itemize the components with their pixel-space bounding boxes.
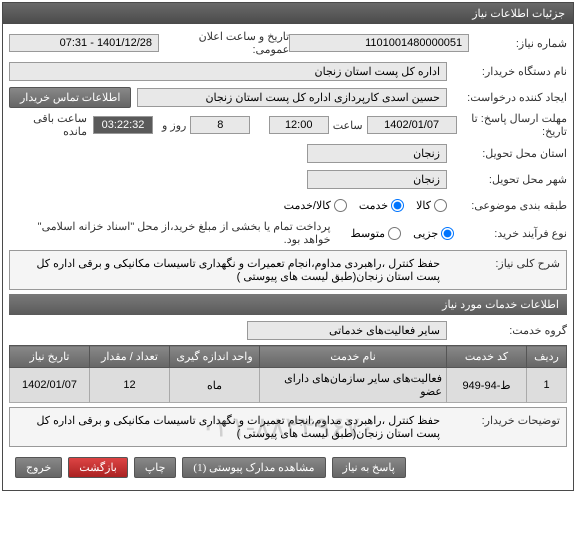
radio-both-input[interactable] [334, 199, 347, 212]
day-label: روز و [153, 119, 190, 132]
radio-service[interactable]: خدمت [359, 199, 404, 212]
td-date: 1402/01/07 [10, 368, 90, 403]
radio-goods[interactable]: کالا [416, 199, 447, 212]
respond-button[interactable]: پاسخ به نیاز [332, 457, 406, 478]
desc-label: شرح کلی نیاز: [440, 257, 560, 283]
services-table: ردیف کد خدمت نام خدمت واحد اندازه گیری ت… [9, 345, 567, 403]
radio-service-input[interactable] [391, 199, 404, 212]
requester-value: حسین اسدی کارپردازی اداره کل پست استان ز… [137, 88, 447, 107]
svc-group-value: سایر فعالیت‌های خدماتی [247, 321, 447, 340]
exit-button[interactable]: خروج [15, 457, 62, 478]
process-label: نوع فرآیند خرید: [454, 227, 567, 240]
group-label: طبقه بندی موضوعی: [447, 199, 567, 212]
radio-medium-input[interactable] [388, 227, 401, 240]
print-button[interactable]: چاپ [134, 457, 177, 478]
row-svc-group: گروه خدمت: سایر فعالیت‌های خدماتی [9, 319, 567, 341]
radio-partial-input[interactable] [441, 227, 454, 240]
td-row: 1 [527, 368, 567, 403]
row-city: شهر محل تحویل: زنجان [9, 168, 567, 190]
svc-group-label: گروه خدمت: [447, 324, 567, 337]
deadline-date: 1402/01/07 [367, 116, 457, 134]
deadline-time: 12:00 [269, 116, 329, 134]
td-name: فعالیت‌های سایر سازمان‌های دارای عضو [260, 368, 447, 403]
th-name: نام خدمت [260, 346, 447, 368]
row-deadline: مهلت ارسال پاسخ: تا تاریخ: 1402/01/07 سا… [9, 112, 567, 138]
pub-date-value: 1401/12/28 - 07:31 [9, 34, 159, 52]
buyer-notes-text: حفظ کنترل ،راهبردی مداوم،انجام تعمیرات و… [16, 414, 440, 440]
province-value: زنجان [307, 144, 447, 163]
th-date: تاریخ نیاز [10, 346, 90, 368]
row-need-no: شماره نیاز: 1101001480000051 تاریخ و ساع… [9, 30, 567, 56]
requester-label: ایجاد کننده درخواست: [447, 91, 567, 104]
td-unit: ماه [170, 368, 260, 403]
th-code: کد خدمت [447, 346, 527, 368]
process-radio-group: جزیی متوسط [351, 227, 455, 240]
radio-both[interactable]: کالا/خدمت [284, 199, 347, 212]
pub-date-label: تاریخ و ساعت اعلان عمومی: [159, 30, 289, 56]
row-process: نوع فرآیند خرید: جزیی متوسط پرداخت تمام … [9, 220, 567, 246]
remaining-time: 03:22:32 [93, 116, 153, 134]
buyer-notes-box: توضیحات خریدار: حفظ کنترل ،راهبردی مداوم… [9, 407, 567, 447]
buyer-value: اداره کل پست استان زنجان [9, 62, 447, 81]
th-row: ردیف [527, 346, 567, 368]
deadline-label: مهلت ارسال پاسخ: تا تاریخ: [457, 112, 567, 138]
buyer-notes-label: توضیحات خریدار: [440, 414, 560, 440]
need-no-label: شماره نیاز: [469, 37, 567, 50]
contact-button[interactable]: اطلاعات تماس خریدار [9, 87, 131, 108]
panel-title: جزئیات اطلاعات نیاز [3, 3, 573, 24]
group-radio-group: کالا خدمت کالا/خدمت [284, 199, 447, 212]
td-code: ط-94-949 [447, 368, 527, 403]
radio-partial[interactable]: جزیی [413, 227, 454, 240]
city-label: شهر محل تحویل: [447, 173, 567, 186]
row-province: استان محل تحویل: زنجان [9, 142, 567, 164]
section-services: اطلاعات خدمات مورد نیاز [9, 294, 567, 315]
main-panel: جزئیات اطلاعات نیاز شماره نیاز: 11010014… [2, 2, 574, 491]
days-value: 8 [190, 116, 250, 134]
back-button[interactable]: بازگشت [68, 457, 128, 478]
panel-body: شماره نیاز: 1101001480000051 تاریخ و ساع… [3, 24, 573, 490]
buyer-label: نام دستگاه خریدار: [447, 65, 567, 78]
table-header-row: ردیف کد خدمت نام خدمت واحد اندازه گیری ت… [10, 346, 567, 368]
attachments-button[interactable]: مشاهده مدارک پیوستی (1) [182, 457, 325, 478]
th-unit: واحد اندازه گیری [170, 346, 260, 368]
process-note: پرداخت تمام یا بخشی از مبلغ خرید،از محل … [9, 220, 351, 246]
button-row: پاسخ به نیاز مشاهده مدارک پیوستی (1) چاپ… [9, 451, 567, 484]
radio-goods-input[interactable] [434, 199, 447, 212]
province-label: استان محل تحویل: [447, 147, 567, 160]
td-qty: 12 [90, 368, 170, 403]
city-value: زنجان [307, 170, 447, 189]
row-requester: ایجاد کننده درخواست: حسین اسدی کارپردازی… [9, 86, 567, 108]
row-group: طبقه بندی موضوعی: کالا خدمت کالا/خدمت [9, 194, 567, 216]
remaining-label: ساعت باقی مانده [9, 112, 93, 138]
th-qty: تعداد / مقدار [90, 346, 170, 368]
radio-medium[interactable]: متوسط [351, 227, 402, 240]
desc-text: حفظ کنترل ،راهبردی مداوم،انجام تعمیرات و… [16, 257, 440, 283]
time-label-1: ساعت [329, 119, 367, 132]
row-buyer: نام دستگاه خریدار: اداره کل پست استان زن… [9, 60, 567, 82]
table-row: 1 ط-94-949 فعالیت‌های سایر سازمان‌های دا… [10, 368, 567, 403]
need-no-value: 1101001480000051 [289, 34, 469, 52]
desc-box: شرح کلی نیاز: حفظ کنترل ،راهبردی مداوم،ا… [9, 250, 567, 290]
